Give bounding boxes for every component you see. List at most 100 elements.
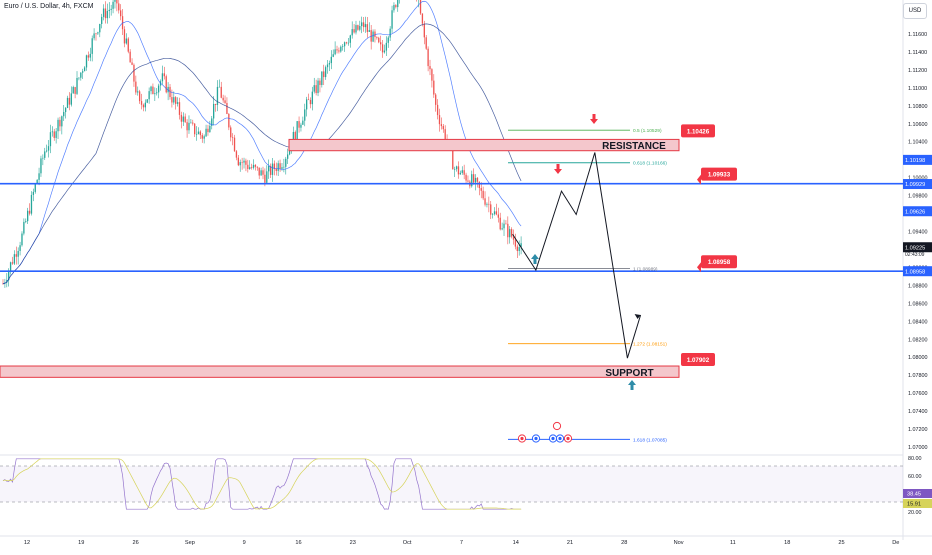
candle-body <box>353 29 355 33</box>
rsi-ma-text: 15.91 <box>907 502 921 508</box>
zone-rect <box>0 365 680 378</box>
candle-body <box>180 114 183 122</box>
candle-body <box>340 46 342 52</box>
time-axis-tick: 16 <box>295 540 301 546</box>
candle-body <box>36 179 38 185</box>
candle-body <box>163 73 165 77</box>
currency-button[interactable]: USD <box>903 3 927 19</box>
candle-body <box>279 163 281 169</box>
candle-body <box>497 214 499 218</box>
candle-body <box>370 30 372 42</box>
price-label-text: 1.08958 <box>905 269 925 275</box>
candle-body <box>454 169 456 170</box>
candle-body <box>357 25 359 30</box>
candle-body <box>324 67 327 78</box>
candle-body <box>135 81 137 93</box>
candle-body <box>368 30 370 32</box>
candle-body <box>520 243 522 248</box>
candle-body <box>40 158 42 174</box>
candle-body <box>465 174 467 181</box>
rsi-pane: 80.00 60.00 20.00 38.45 15.91 <box>0 454 932 516</box>
candle-body <box>184 116 186 123</box>
candle-body <box>345 42 348 44</box>
event-flag-dot <box>566 436 570 441</box>
candle-body <box>266 171 268 183</box>
candle-body <box>372 31 374 42</box>
price-axis-tick: 1.10600 <box>908 122 928 128</box>
price-axis-tick: 1.07400 <box>908 409 928 415</box>
candle-body <box>482 190 484 199</box>
candle-body <box>49 132 52 147</box>
candle-body <box>171 97 173 103</box>
price-axis-tick: 1.07600 <box>908 391 928 397</box>
fib-level-label: 1 (1.08989) <box>633 266 658 272</box>
candle-body <box>277 163 279 171</box>
candle-body <box>313 85 315 92</box>
candle-body <box>42 157 44 159</box>
candle-body <box>152 86 154 95</box>
candle-body <box>349 35 351 43</box>
candle-body <box>457 166 460 175</box>
arrow-head <box>590 119 598 124</box>
candle-body <box>319 80 321 85</box>
level-badge-pointer <box>697 174 701 185</box>
candle-body <box>514 239 517 247</box>
arrow-shaft <box>556 164 560 169</box>
price-axis-tick: 1.10000 <box>908 176 928 182</box>
candle-body <box>440 124 443 127</box>
price-label-tag <box>903 266 932 277</box>
event-flag-icon <box>552 421 562 431</box>
candle-body <box>364 24 367 28</box>
candle-body <box>423 23 425 38</box>
price-label-tag <box>903 154 932 165</box>
countdown-label: 02:43:09 <box>905 252 925 258</box>
time-axis-tick: 12 <box>24 540 30 546</box>
candle-body <box>218 86 221 88</box>
candle-body <box>13 254 16 264</box>
arrow-shaft <box>630 385 634 390</box>
candle-body <box>476 177 479 182</box>
candle-body <box>305 99 308 110</box>
candle-body <box>83 67 86 72</box>
candle-body <box>311 91 314 105</box>
price-axis-tick: 1.08000 <box>908 355 928 361</box>
candle-body <box>110 8 112 10</box>
candle-body <box>421 13 424 24</box>
price-axis-tick: 1.07000 <box>908 445 928 451</box>
level-badge-label: 1.08958 <box>708 259 731 266</box>
candle-body <box>429 66 431 70</box>
candle-body <box>474 177 477 183</box>
candle-body <box>243 160 245 163</box>
price-label-tag <box>903 179 932 190</box>
candle-body <box>78 77 80 79</box>
candle-body <box>444 129 446 142</box>
candle-body <box>281 167 283 169</box>
candle-body <box>435 94 437 105</box>
candle-body <box>241 162 243 163</box>
moving-average-line <box>2 23 522 285</box>
price-label-text: 1.09626 <box>905 209 925 215</box>
event-flag-dot <box>551 436 555 441</box>
fib-level-label: 1.618 (1.07085) <box>633 437 667 443</box>
candle-body <box>87 55 90 58</box>
candle-body <box>518 247 520 252</box>
candle-body <box>66 97 69 108</box>
candle-body <box>509 229 511 238</box>
candle-body <box>463 170 465 175</box>
candle-body <box>247 164 249 169</box>
projection-arrowhead <box>634 314 641 320</box>
candle-body <box>137 91 139 93</box>
candle-body <box>70 93 72 105</box>
time-axis-tick: 7 <box>460 540 463 546</box>
candle-body <box>95 33 97 35</box>
candle-body <box>93 33 95 39</box>
candle-body <box>336 49 338 51</box>
zone-label: RESISTANCE <box>602 141 666 152</box>
candle-body <box>249 167 251 169</box>
candle-body <box>501 228 503 230</box>
sell-arrow-icon <box>590 114 598 124</box>
candle-body <box>230 127 232 138</box>
candle-body <box>194 123 196 135</box>
